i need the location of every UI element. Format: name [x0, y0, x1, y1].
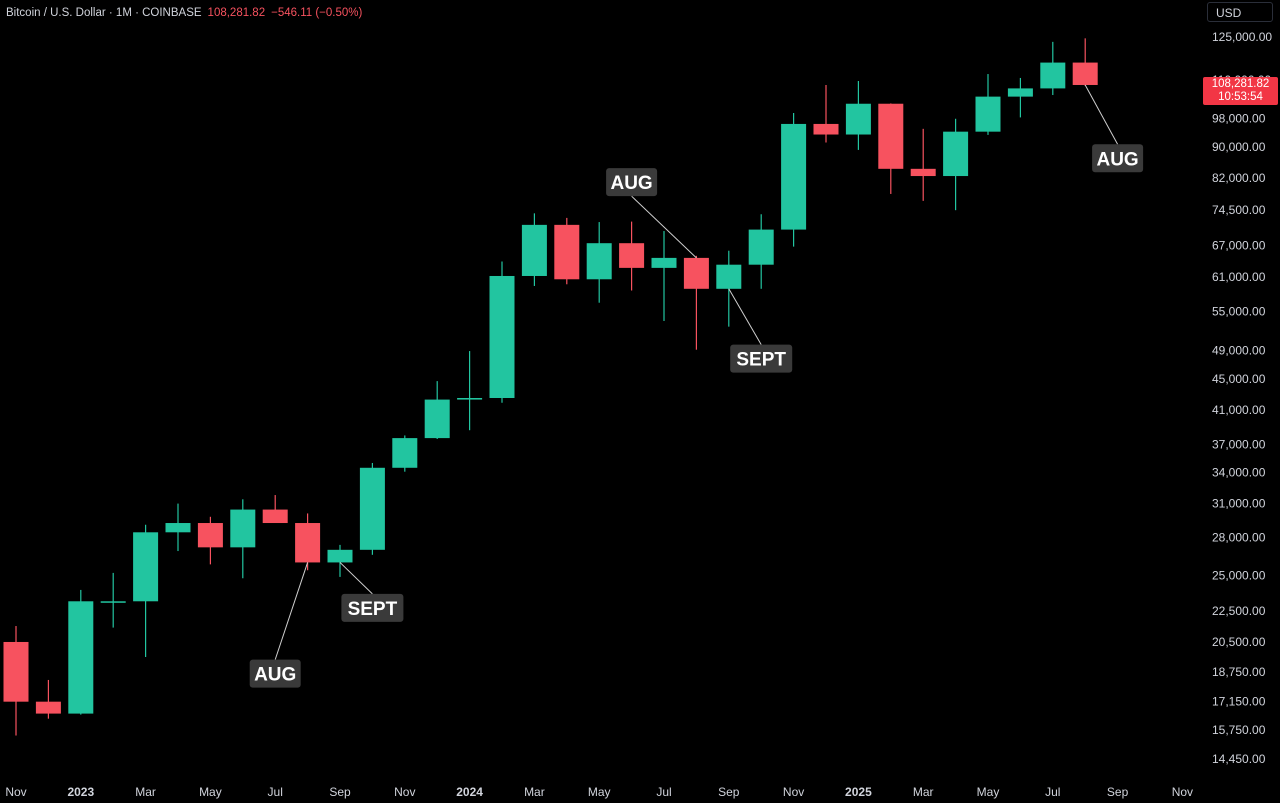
annotation-leader-line — [274, 562, 309, 660]
bar-countdown: 10:53:54 — [1218, 91, 1263, 103]
candle-body — [1007, 88, 1033, 97]
annotation-label: SEPT — [348, 599, 398, 620]
x-tick-label: Jul — [1045, 785, 1060, 799]
chart-header: Bitcoin / U.S. Dollar · 1M · COINBASE 108… — [6, 5, 368, 21]
x-tick-label: Sep — [329, 785, 351, 799]
y-tick-label: 14,450.00 — [1212, 752, 1266, 766]
y-tick-label: 98,000.00 — [1212, 111, 1266, 125]
x-tick-label: Sep — [1107, 785, 1129, 799]
candle-body — [165, 523, 191, 533]
x-tick-label: May — [977, 785, 1000, 799]
candle-body — [813, 123, 839, 135]
annotation-leader-line — [631, 195, 697, 259]
annotation-label: SEPT — [736, 350, 786, 371]
y-tick-label: 34,000.00 — [1212, 466, 1266, 480]
candle-body — [1040, 62, 1066, 89]
candle-body — [392, 438, 418, 468]
candle-body — [716, 264, 742, 289]
last-price-tag: 108,281.82 10:53:54 — [1203, 77, 1278, 105]
candle-body — [521, 224, 547, 276]
x-tick-label: Jul — [268, 785, 283, 799]
candle-body — [683, 257, 709, 289]
annotation-box — [1092, 144, 1144, 173]
x-tick-label: 2025 — [845, 785, 872, 799]
header-change: −546.11 (−0.50%) — [271, 7, 363, 19]
x-tick-label: Mar — [913, 785, 934, 799]
x-tick-label: Nov — [1172, 785, 1193, 799]
x-tick-label: Nov — [394, 785, 415, 799]
y-tick-label: 74,500.00 — [1212, 203, 1266, 217]
annotation-label: AUG — [254, 665, 296, 686]
candle-body — [910, 168, 936, 177]
y-tick-label: 90,000.00 — [1212, 140, 1266, 154]
x-tick-label: May — [588, 785, 611, 799]
y-tick-label: 18,750.00 — [1212, 665, 1266, 679]
candle-body — [68, 601, 94, 714]
candle-body — [586, 243, 612, 280]
x-tick-label: Nov — [783, 785, 804, 799]
candle-body — [651, 257, 677, 268]
candle-body — [781, 123, 807, 230]
x-tick-label: 2024 — [456, 785, 483, 799]
x-tick-label: Nov — [5, 785, 26, 799]
x-tick-label: 2023 — [67, 785, 94, 799]
y-tick-label: 61,000.00 — [1212, 270, 1266, 284]
candle-body — [327, 549, 353, 563]
candle-body — [878, 103, 904, 169]
y-tick-label: 15,750.00 — [1212, 723, 1266, 737]
y-tick-label: 49,000.00 — [1212, 343, 1266, 357]
annotation-label: AUG — [610, 173, 652, 194]
annotation-leader-line — [339, 562, 373, 595]
candle-body — [295, 523, 321, 563]
annotation-box — [341, 593, 404, 622]
last-price-value: 108,281.82 — [1211, 78, 1270, 90]
candle-body — [748, 229, 774, 265]
y-tick-label: 31,000.00 — [1212, 497, 1266, 511]
candle-body — [975, 96, 1001, 132]
y-tick-label: 55,000.00 — [1212, 305, 1266, 319]
annotation-leader-line — [728, 288, 762, 345]
y-tick-label: 37,000.00 — [1212, 437, 1266, 451]
x-tick-label: Sep — [718, 785, 740, 799]
y-tick-label: 22,500.00 — [1212, 604, 1266, 618]
x-tick-label: Jul — [656, 785, 671, 799]
candle-body — [424, 399, 450, 439]
candle-body — [619, 243, 645, 268]
y-tick-label: 125,000.00 — [1212, 30, 1272, 44]
candle-body — [943, 131, 969, 177]
candle-body — [197, 523, 223, 548]
y-tick-label: 82,000.00 — [1212, 171, 1266, 185]
y-tick-label: 45,000.00 — [1212, 372, 1266, 386]
symbol-title[interactable]: Bitcoin / U.S. Dollar · 1M · COINBASE — [6, 7, 202, 19]
x-tick-label: May — [199, 785, 222, 799]
y-tick-label: 67,000.00 — [1212, 239, 1266, 253]
candle-body — [359, 467, 385, 550]
candle-body — [845, 103, 871, 135]
y-tick-label: 41,000.00 — [1212, 403, 1266, 417]
x-tick-label: Mar — [135, 785, 156, 799]
header-price: 108,281.82 — [207, 7, 266, 19]
candle-body — [554, 224, 580, 280]
candle-body — [230, 509, 256, 548]
y-tick-label: 28,000.00 — [1212, 531, 1266, 545]
x-tick-label: Mar — [524, 785, 545, 799]
y-tick-label: 20,500.00 — [1212, 635, 1266, 649]
candle-body — [3, 641, 29, 702]
annotation-leader-line — [1084, 84, 1119, 145]
annotation-box — [606, 168, 658, 197]
candle-body — [457, 398, 483, 400]
candle-body — [262, 509, 288, 524]
candle-body — [489, 275, 515, 398]
annotation-box — [730, 344, 793, 373]
currency-button[interactable]: USD — [1207, 2, 1273, 22]
y-tick-label: 17,150.00 — [1212, 695, 1266, 709]
annotation-box — [249, 659, 301, 688]
y-tick-label: 25,000.00 — [1212, 569, 1266, 583]
candle-body — [1072, 62, 1098, 85]
annotation-label: AUG — [1096, 149, 1138, 170]
candle-body — [100, 601, 126, 603]
candle-body — [133, 532, 159, 602]
candle-body — [35, 701, 61, 714]
